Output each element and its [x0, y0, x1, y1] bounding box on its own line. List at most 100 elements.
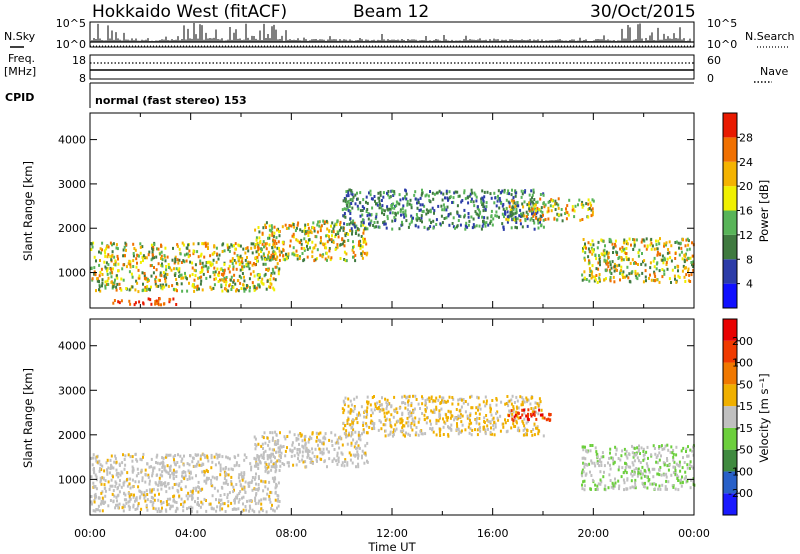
range-cell — [654, 483, 657, 487]
range-cell — [256, 249, 259, 253]
range-cell — [418, 208, 421, 212]
range-cell — [609, 263, 612, 267]
range-cell — [214, 463, 217, 467]
range-cell — [535, 410, 537, 414]
range-cell — [621, 273, 624, 277]
range-cell — [460, 200, 463, 204]
range-cell — [177, 453, 179, 457]
range-cell — [403, 215, 406, 219]
range-cell — [206, 456, 209, 460]
colorbar-swatch — [723, 210, 737, 235]
range-cell — [509, 411, 512, 415]
range-cell — [311, 255, 314, 259]
range-cell — [199, 505, 202, 509]
range-cell — [228, 245, 231, 249]
range-cell — [372, 424, 375, 428]
range-cell — [666, 459, 669, 462]
cpid-value: normal (fast stereo) 153 — [95, 94, 247, 107]
range-cell — [659, 237, 661, 241]
range-cell — [254, 228, 257, 232]
range-cell — [290, 454, 293, 458]
range-cell — [366, 208, 369, 211]
range-cell — [231, 259, 234, 263]
range-cell — [352, 245, 354, 249]
range-cell — [122, 481, 125, 485]
range-cell — [638, 273, 641, 277]
range-cell — [398, 406, 401, 410]
range-cell — [347, 404, 350, 408]
range-cell — [438, 395, 441, 399]
range-cell — [512, 410, 515, 414]
range-cell — [378, 404, 381, 407]
range-cell — [224, 510, 227, 513]
range-cell — [207, 459, 210, 463]
range-cell — [301, 229, 304, 233]
range-cell — [356, 450, 359, 454]
range-cell — [231, 257, 234, 261]
range-cell — [591, 252, 594, 256]
range-cell — [690, 273, 693, 277]
range-cell — [159, 500, 162, 504]
range-cell — [115, 503, 117, 507]
range-cell — [511, 394, 514, 398]
range-cell — [638, 444, 640, 448]
range-cell — [172, 297, 175, 301]
range-cell — [102, 498, 105, 502]
range-cell — [169, 504, 172, 508]
range-cell — [471, 191, 473, 195]
range-cell — [153, 498, 156, 502]
range-cell — [264, 258, 267, 262]
range-cell — [262, 489, 265, 493]
range-cell — [319, 253, 322, 257]
range-cell — [419, 407, 421, 410]
range-cell — [296, 254, 299, 257]
range-cell — [630, 472, 633, 476]
range-cell — [449, 416, 452, 420]
range-cell — [167, 284, 170, 288]
range-cell — [339, 435, 342, 439]
range-cell — [344, 215, 347, 219]
range-cell — [179, 454, 182, 458]
range-cell — [265, 226, 267, 229]
range-cell — [174, 260, 177, 264]
range-cell — [269, 431, 272, 435]
range-cell — [622, 270, 625, 274]
range-cell — [150, 258, 153, 262]
range-cell — [661, 254, 664, 258]
range-cell — [550, 209, 553, 213]
range-cell — [339, 437, 342, 441]
range-cell — [345, 190, 348, 194]
range-cell — [344, 259, 347, 263]
range-cell — [501, 189, 504, 193]
range-cell — [297, 453, 300, 457]
range-cell — [517, 411, 519, 415]
range-cell — [163, 302, 166, 306]
range-cell — [110, 275, 113, 279]
range-cell — [101, 281, 104, 285]
range-cell — [424, 194, 427, 198]
range-cell — [93, 485, 96, 489]
range-cell — [186, 246, 189, 250]
range-cell — [493, 420, 496, 424]
range-cell — [162, 501, 165, 504]
range-cell — [581, 200, 584, 204]
range-cell — [135, 279, 138, 283]
range-cell — [203, 479, 206, 483]
range-cell — [243, 287, 246, 291]
range-cell — [229, 259, 232, 263]
range-cell — [288, 430, 291, 434]
range-cell — [257, 488, 260, 492]
range-cell — [484, 404, 487, 408]
range-cell — [215, 277, 217, 281]
range-cell — [256, 255, 259, 259]
range-cell — [250, 481, 253, 484]
range-cell — [470, 215, 473, 219]
range-cell — [146, 277, 149, 281]
range-cell — [565, 207, 567, 211]
range-cell — [203, 473, 206, 477]
range-cell — [405, 421, 408, 425]
range-cell — [378, 225, 381, 229]
range-cell — [187, 243, 190, 247]
range-cell — [238, 263, 241, 266]
range-cell — [535, 216, 538, 220]
